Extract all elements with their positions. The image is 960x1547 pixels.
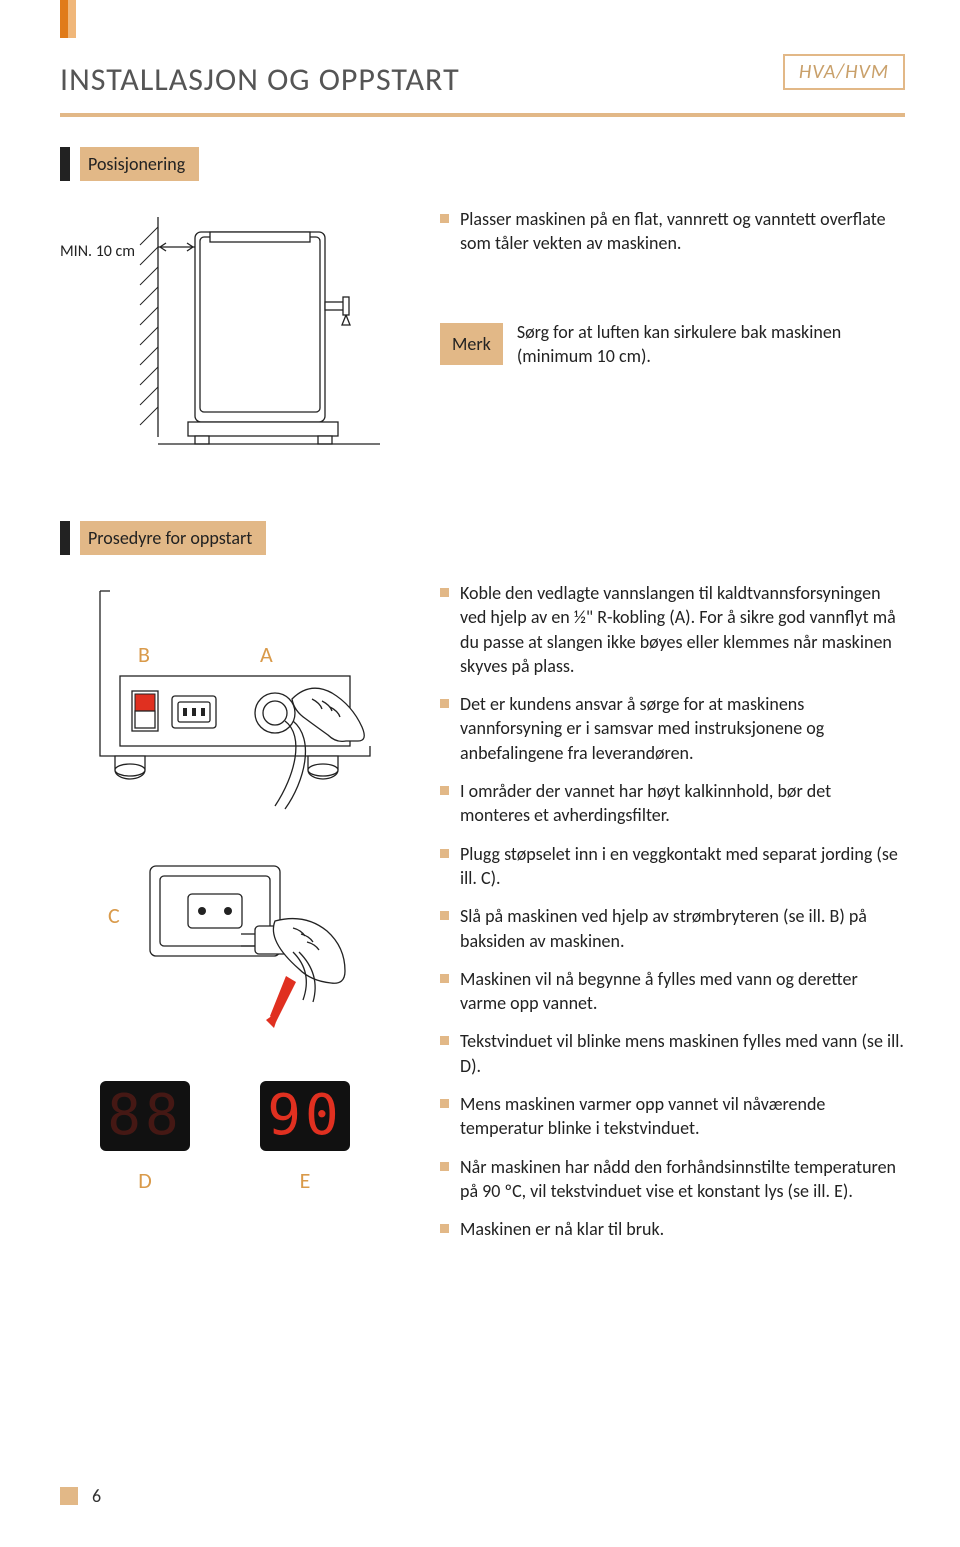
bullet-item: Når maskinen har nådd den forhåndsinnsti… — [440, 1155, 905, 1204]
figure-label-c: C — [108, 902, 120, 929]
section-heading-prosedyre: Prosedyre for oppstart — [60, 521, 905, 555]
page-number: 6 — [92, 1485, 101, 1507]
page-title: INSTALLASJON OG OPPSTART — [60, 60, 905, 99]
model-badge: HVA/HVM — [783, 54, 905, 90]
bullet-item: Plasser maskinen på en flat, vannrett og… — [440, 207, 905, 256]
bullet-item: Koble den vedlagte vannslangen til kaldt… — [440, 581, 905, 678]
figure-displays: 88 D 90 E — [100, 1081, 410, 1194]
display-d: 88 — [100, 1081, 190, 1151]
page-number-block: 6 — [60, 1485, 101, 1507]
bullet-item: Det er kundens ansvar å sørge for at mas… — [440, 692, 905, 765]
bullet-item: Mens maskinen varmer opp vannet vil nåvæ… — [440, 1092, 905, 1141]
display-d-value: 88 — [107, 1088, 182, 1144]
note-row: Merk Sørg for at luften kan sirkulere ba… — [440, 320, 905, 369]
display-e-value: 90 — [267, 1088, 342, 1144]
display-e: 90 — [260, 1081, 350, 1151]
figure-label-e: E — [260, 1167, 350, 1194]
bullet-item: Tekstvinduet vil blinke mens maskinen fy… — [440, 1029, 905, 1078]
figure-label-b: B — [138, 641, 150, 668]
figure-back-connection: B A — [60, 581, 410, 816]
bullet-item: Plugg støpselet inn i en veggkontakt med… — [440, 842, 905, 891]
bullet-item: Slå på maskinen ved hjelp av strømbryter… — [440, 904, 905, 953]
page-tab-decoration — [60, 0, 76, 38]
note-text: Sørg for at luften kan sirkulere bak mas… — [517, 320, 905, 369]
section-heading-posisjonering: Posisjonering — [60, 147, 905, 181]
figure-positioning: MIN. 10 cm — [60, 207, 410, 491]
figure-wall-socket: C — [60, 846, 410, 1041]
figure-label-a: A — [260, 641, 273, 668]
page-number-decoration — [60, 1487, 78, 1505]
min-distance-label: MIN. 10 cm — [60, 242, 410, 261]
bullet-item: Maskinen vil nå begynne å fylles med van… — [440, 967, 905, 1016]
section-heading-label: Posisjonering — [80, 147, 199, 181]
note-tag: Merk — [440, 323, 503, 365]
bullet-item: Maskinen er nå klar til bruk. — [440, 1217, 905, 1241]
bullet-item: I områder der vannet har høyt kalkinnhol… — [440, 779, 905, 828]
startup-bullets: Koble den vedlagte vannslangen til kaldt… — [440, 581, 905, 1242]
figure-label-d: D — [100, 1167, 190, 1194]
title-rule — [60, 113, 905, 117]
positioning-bullets: Plasser maskinen på en flat, vannrett og… — [440, 207, 905, 256]
section-heading-label: Prosedyre for oppstart — [80, 521, 266, 555]
